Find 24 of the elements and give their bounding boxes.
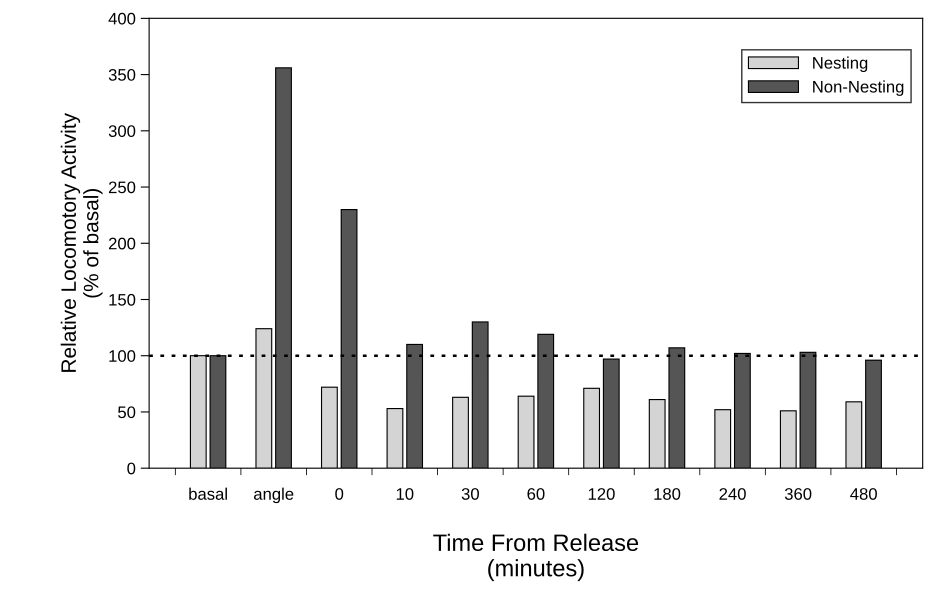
x-tick-label: 30 <box>462 488 479 500</box>
y-tick-label: 250 <box>108 181 136 194</box>
x-tick-label: 120 <box>588 488 615 500</box>
x-tick-label: basal <box>189 488 227 500</box>
x-tick-label: 60 <box>527 488 545 500</box>
y-axis-title: Relative Locomotory Activity (% of basal) <box>60 113 103 372</box>
x-tick-label: 180 <box>654 488 680 500</box>
legend-label: Nesting <box>813 56 868 72</box>
y-tick-label: 0 <box>127 462 136 474</box>
x-tick-label: 10 <box>396 488 414 500</box>
x-axis-title: Time From Release (minutes) <box>433 534 638 582</box>
x-tick-label: 360 <box>784 488 812 500</box>
legend-label: Non-Nesting <box>813 80 904 96</box>
y-tick-label: 400 <box>108 12 136 25</box>
y-tick-label: 50 <box>118 406 136 418</box>
y-tick-label: 200 <box>108 238 136 250</box>
x-tick-label: 480 <box>850 488 877 500</box>
y-tick-label: 150 <box>109 294 136 306</box>
x-tick-label: 0 <box>335 488 344 500</box>
x-tick-label: angle <box>254 488 294 504</box>
x-tick-label: 240 <box>720 488 746 500</box>
y-tick-label: 100 <box>109 350 136 362</box>
y-tick-label: 350 <box>108 68 136 81</box>
y-tick-label: 300 <box>108 125 136 138</box>
